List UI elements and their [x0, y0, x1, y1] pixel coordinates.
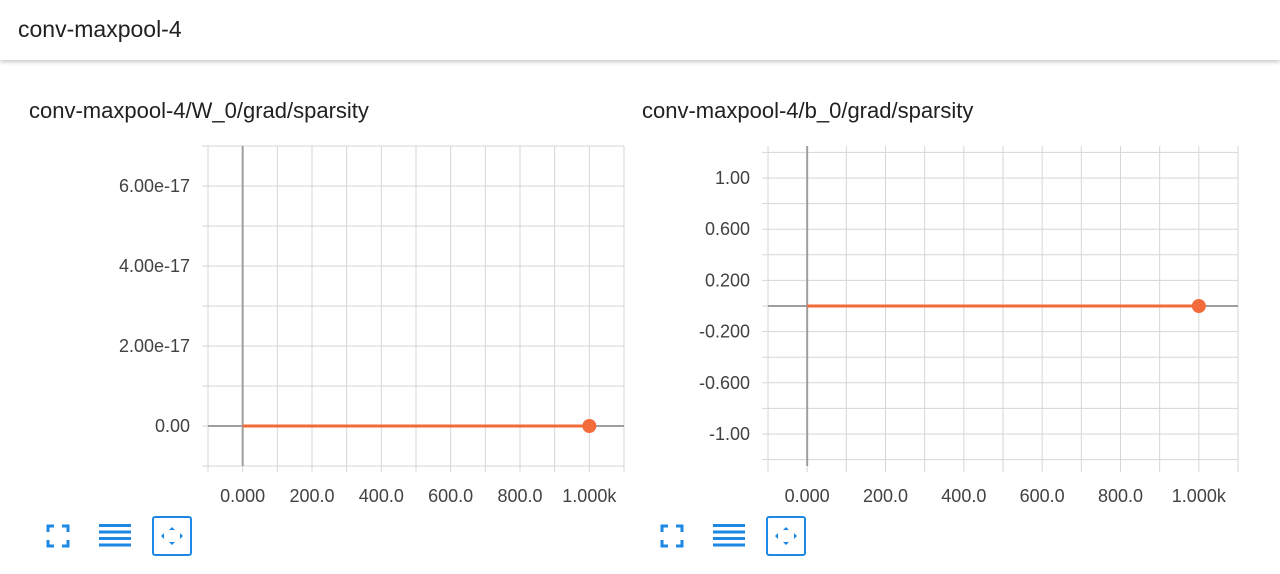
y-tick-label: -0.600 — [699, 373, 750, 393]
fit-domain-icon — [161, 527, 183, 545]
section-title: conv-maxpool-4 — [18, 16, 182, 42]
fit-domain-icon — [775, 527, 797, 545]
chart-title: conv-maxpool-4/b_0/grad/sparsity — [642, 98, 974, 123]
y-tick-label: -1.00 — [709, 424, 750, 444]
lines-icon — [713, 524, 745, 547]
chart-plot[interactable]: 0.000 200.0 400.0 600.0 800.0 1.000k -1.00 -0.6… — [640, 60, 1280, 574]
fullscreen-button[interactable] — [652, 516, 692, 556]
fullscreen-icon — [660, 524, 684, 548]
chart-card-w-grad-sparsity: conv-maxpool-4/W_0/grad/sparsity 0.000 20… — [0, 60, 640, 574]
y-tick-label: 4.00e-17 — [119, 256, 190, 276]
section-header: conv-maxpool-4 — [0, 0, 1280, 60]
x-tick-label: 200.0 — [863, 486, 908, 506]
chart-title: conv-maxpool-4/W_0/grad/sparsity — [29, 98, 369, 123]
y-tick-label: -0.200 — [699, 322, 750, 342]
y-tick-label: 1.00 — [715, 168, 750, 188]
y-tick-label: 0.200 — [705, 270, 750, 290]
x-tick-label: 0.000 — [785, 486, 830, 506]
chart-plot[interactable]: 0.000 200.0 400.0 600.0 800.0 1.000k 0.00 2.00e… — [0, 60, 640, 574]
y-tick-label: 2.00e-17 — [119, 336, 190, 356]
toggle-log-scale-button[interactable] — [95, 516, 135, 556]
x-tick-label: 400.0 — [359, 486, 404, 506]
fullscreen-button[interactable] — [38, 516, 78, 556]
series-point — [1191, 299, 1206, 313]
x-tick-label: 1.000k — [1172, 486, 1227, 506]
x-tick-label: 200.0 — [289, 486, 334, 506]
x-tick-label: 600.0 — [428, 486, 473, 506]
y-tick-label: 0.600 — [705, 219, 750, 239]
y-tick-label: 6.00e-17 — [119, 176, 190, 196]
y-tick-label: 0.00 — [155, 416, 190, 436]
x-tick-label: 600.0 — [1020, 486, 1065, 506]
x-tick-label: 1.000k — [562, 486, 617, 506]
x-tick-label: 0.000 — [220, 486, 265, 506]
series-point — [582, 419, 597, 433]
x-tick-label: 800.0 — [497, 486, 542, 506]
lines-icon — [99, 524, 131, 547]
x-tick-label: 800.0 — [1098, 486, 1143, 506]
fit-domain-button[interactable] — [152, 516, 192, 556]
chart-card-b-grad-sparsity: conv-maxpool-4/b_0/grad/sparsity 0.000 20… — [640, 60, 1280, 574]
toggle-log-scale-button[interactable] — [709, 516, 749, 556]
fit-domain-button[interactable] — [766, 516, 806, 556]
fullscreen-icon — [46, 524, 70, 548]
x-tick-label: 400.0 — [941, 486, 986, 506]
